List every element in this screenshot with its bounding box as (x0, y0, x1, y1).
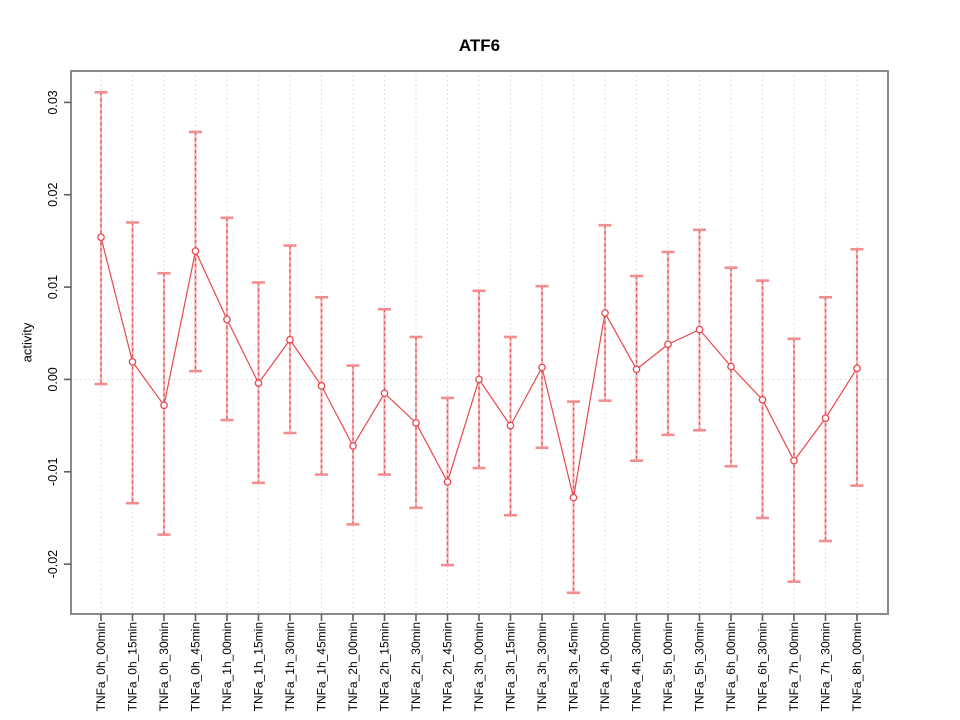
y-tick-label: 0.01 (46, 275, 60, 299)
x-tick-label: TNFa_2h_45min (441, 622, 455, 711)
data-point-marker (632, 365, 641, 374)
x-tick-label: TNFa_6h_00min (724, 622, 738, 711)
data-point-marker (317, 382, 326, 390)
data-point-marker (128, 358, 137, 366)
data-point-marker (601, 309, 609, 317)
data-point-marker (97, 233, 105, 242)
x-tick-label: TNFa_5h_30min (693, 622, 707, 711)
data-point-marker (727, 362, 735, 371)
data-point-marker (475, 375, 483, 384)
data-point-marker (286, 335, 294, 344)
x-tick-label: TNFa_0h_15min (126, 622, 140, 711)
y-tick-label: 0.00 (46, 367, 60, 391)
x-tick-label: TNFa_2h_15min (378, 622, 392, 711)
data-point-marker (853, 364, 861, 373)
data-point-marker (569, 493, 578, 502)
y-tick-label: -0.01 (46, 457, 60, 486)
data-point-marker (254, 379, 263, 387)
data-point-marker (695, 325, 704, 334)
data-point-marker (191, 247, 200, 255)
x-tick-label: TNFa_3h_45min (567, 622, 581, 711)
x-tick-label: TNFa_8h_00min (850, 622, 864, 711)
x-tick-label: TNFa_1h_30min (283, 622, 297, 711)
x-tick-label: TNFa_1h_00min (220, 622, 234, 711)
x-tick-label: TNFa_3h_15min (504, 622, 518, 711)
x-tick-label: TNFa_6h_30min (756, 622, 770, 711)
y-tick-label: 0.02 (46, 183, 60, 207)
x-tick-label: TNFa_3h_00min (472, 622, 486, 711)
x-tick-label: TNFa_4h_00min (598, 622, 612, 711)
data-point-marker (506, 421, 515, 430)
x-tick-label: TNFa_2h_00min (346, 622, 360, 711)
x-tick-label: TNFa_7h_00min (787, 622, 801, 711)
x-tick-label: TNFa_2h_30min (409, 622, 423, 711)
x-tick-label: TNFa_5h_00min (661, 622, 675, 711)
y-tick-label: 0.03 (46, 90, 60, 114)
data-point-marker (443, 478, 452, 486)
data-point-marker (664, 340, 672, 349)
data-point-marker (349, 442, 357, 450)
data-point-marker (538, 363, 546, 372)
data-point-marker (160, 401, 168, 410)
x-tick-label: TNFa_3h_30min (535, 622, 549, 711)
data-point-marker (412, 418, 420, 427)
y-tick-label: -0.02 (46, 550, 60, 579)
data-point-marker (821, 414, 830, 423)
x-tick-label: TNFa_1h_45min (315, 622, 329, 711)
x-tick-label: TNFa_1h_15min (252, 622, 266, 711)
x-tick-label: TNFa_7h_30min (819, 622, 833, 711)
data-point-marker (758, 395, 767, 404)
x-tick-label: TNFa_0h_45min (189, 622, 203, 711)
x-tick-label: TNFa_0h_00min (94, 622, 108, 711)
data-point-marker (223, 315, 231, 324)
data-point-marker (790, 456, 798, 465)
data-point-marker (380, 389, 389, 398)
x-tick-label: TNFa_4h_30min (630, 622, 644, 711)
chart-title: ATF6 (458, 36, 501, 55)
x-tick-label: TNFa_0h_30min (157, 622, 171, 711)
